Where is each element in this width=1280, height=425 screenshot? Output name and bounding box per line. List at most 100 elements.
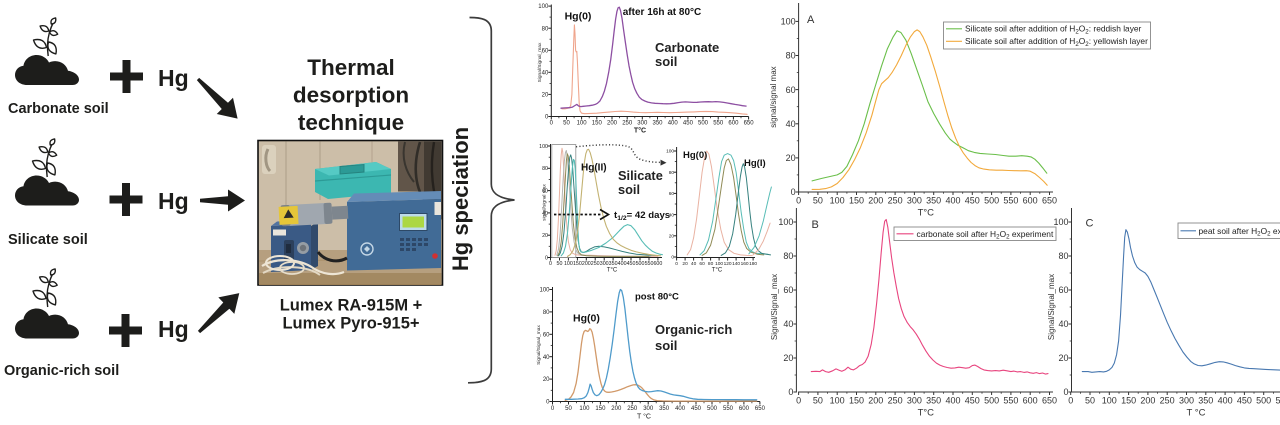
- svg-text:80: 80: [1058, 251, 1068, 261]
- svg-text:350: 350: [926, 396, 941, 406]
- svg-text:100: 100: [564, 261, 573, 267]
- svg-text:150: 150: [1121, 396, 1136, 406]
- svg-text:250: 250: [888, 396, 903, 406]
- svg-text:Hg(0): Hg(0): [565, 11, 592, 23]
- svg-text:Carbonate: Carbonate: [655, 40, 719, 55]
- svg-text:550: 550: [723, 406, 734, 412]
- svg-text:0: 0: [545, 255, 548, 261]
- svg-text:500: 500: [698, 121, 709, 127]
- svg-text:300: 300: [637, 121, 648, 127]
- svg-text:350: 350: [652, 121, 663, 127]
- svg-text:0: 0: [791, 187, 796, 197]
- svg-text:Hg: Hg: [158, 316, 189, 342]
- svg-text:A: A: [807, 14, 815, 26]
- svg-text:150: 150: [592, 121, 603, 127]
- svg-text:250: 250: [888, 196, 903, 206]
- svg-text:0: 0: [796, 396, 801, 406]
- svg-text:50: 50: [813, 396, 823, 406]
- svg-text:650: 650: [1042, 196, 1057, 206]
- svg-text:after 16h at 80°C: after 16h at 80°C: [623, 7, 701, 18]
- svg-text:20: 20: [783, 353, 793, 363]
- svg-text:600: 600: [1023, 396, 1038, 406]
- svg-text:400: 400: [668, 121, 679, 127]
- svg-text:600: 600: [739, 406, 750, 412]
- svg-text:C: C: [1086, 218, 1094, 230]
- svg-text:Signal/Signal_max: Signal/Signal_max: [536, 325, 542, 365]
- svg-text:500: 500: [707, 406, 718, 412]
- svg-text:300: 300: [1179, 396, 1194, 406]
- svg-text:350: 350: [659, 406, 670, 412]
- svg-text:550: 550: [1275, 396, 1280, 406]
- svg-text:450: 450: [965, 196, 980, 206]
- svg-text:100: 100: [830, 196, 845, 206]
- svg-text:200: 200: [868, 396, 883, 406]
- svg-text:Hg(II): Hg(II): [581, 163, 607, 174]
- svg-text:soil: soil: [655, 54, 677, 69]
- svg-text:signal/signal max: signal/signal max: [542, 184, 548, 221]
- svg-text:80: 80: [669, 170, 675, 176]
- svg-text:300: 300: [600, 261, 609, 267]
- svg-text:450: 450: [683, 121, 694, 127]
- svg-text:200: 200: [868, 196, 883, 206]
- svg-text:450: 450: [965, 396, 980, 406]
- svg-text:50: 50: [1085, 396, 1095, 406]
- svg-text:100: 100: [539, 144, 548, 150]
- svg-text:400: 400: [945, 396, 960, 406]
- svg-text:200: 200: [607, 121, 618, 127]
- svg-text:400: 400: [618, 261, 627, 267]
- svg-text:400: 400: [675, 406, 686, 412]
- svg-text:0: 0: [675, 261, 678, 267]
- svg-text:Silicate soil: Silicate soil: [8, 232, 88, 248]
- svg-text:550: 550: [713, 121, 724, 127]
- svg-text:160: 160: [741, 261, 749, 267]
- svg-text:T°C: T°C: [918, 208, 935, 219]
- svg-text:Hg: Hg: [158, 65, 189, 91]
- svg-text:100: 100: [715, 261, 723, 267]
- svg-text:100: 100: [830, 396, 845, 406]
- svg-text:80: 80: [542, 26, 549, 32]
- svg-text:Hg(0): Hg(0): [573, 313, 600, 325]
- svg-text:20: 20: [786, 153, 796, 163]
- svg-text:180: 180: [749, 261, 757, 267]
- svg-text:450: 450: [1237, 396, 1252, 406]
- svg-text:60: 60: [669, 191, 675, 197]
- svg-text:desorption: desorption: [293, 83, 409, 108]
- svg-text:80: 80: [543, 310, 550, 316]
- svg-text:Silicate: Silicate: [618, 168, 663, 183]
- svg-text:T°C: T°C: [712, 268, 723, 274]
- svg-text:300: 300: [907, 196, 922, 206]
- svg-text:20: 20: [1058, 353, 1068, 363]
- svg-text:0: 0: [1068, 396, 1073, 406]
- svg-text:Organic-rich: Organic-rich: [655, 322, 732, 337]
- svg-text:Lumex RA-915M +: Lumex RA-915M +: [280, 297, 423, 315]
- svg-text:200: 200: [582, 261, 591, 267]
- svg-text:20: 20: [543, 377, 550, 383]
- svg-text:80: 80: [708, 261, 714, 267]
- svg-text:150: 150: [849, 396, 864, 406]
- svg-text:40: 40: [783, 319, 793, 329]
- svg-text:600: 600: [728, 121, 739, 127]
- svg-text:100: 100: [577, 121, 588, 127]
- svg-text:300: 300: [907, 396, 922, 406]
- svg-text:Organic-rich soil: Organic-rich soil: [4, 363, 119, 379]
- svg-text:150: 150: [849, 196, 864, 206]
- svg-text:100: 100: [778, 217, 793, 227]
- svg-text:80: 80: [786, 51, 796, 61]
- svg-text:650: 650: [744, 121, 755, 127]
- svg-text:50: 50: [813, 196, 823, 206]
- svg-text:T°C: T°C: [634, 127, 646, 135]
- svg-text:350: 350: [1198, 396, 1213, 406]
- svg-text:450: 450: [691, 406, 702, 412]
- svg-text:soil: soil: [655, 338, 677, 353]
- svg-text:80: 80: [783, 251, 793, 261]
- svg-text:100: 100: [1053, 217, 1068, 227]
- svg-text:0: 0: [671, 255, 674, 261]
- svg-text:post 80°C: post 80°C: [635, 292, 679, 303]
- svg-text:350: 350: [609, 261, 618, 267]
- svg-text:0: 0: [549, 261, 552, 267]
- svg-text:B: B: [812, 219, 819, 231]
- svg-text:T °C: T °C: [1187, 408, 1206, 419]
- svg-text:600: 600: [1023, 196, 1038, 206]
- svg-text:250: 250: [591, 261, 600, 267]
- svg-text:T °C: T °C: [637, 413, 651, 421]
